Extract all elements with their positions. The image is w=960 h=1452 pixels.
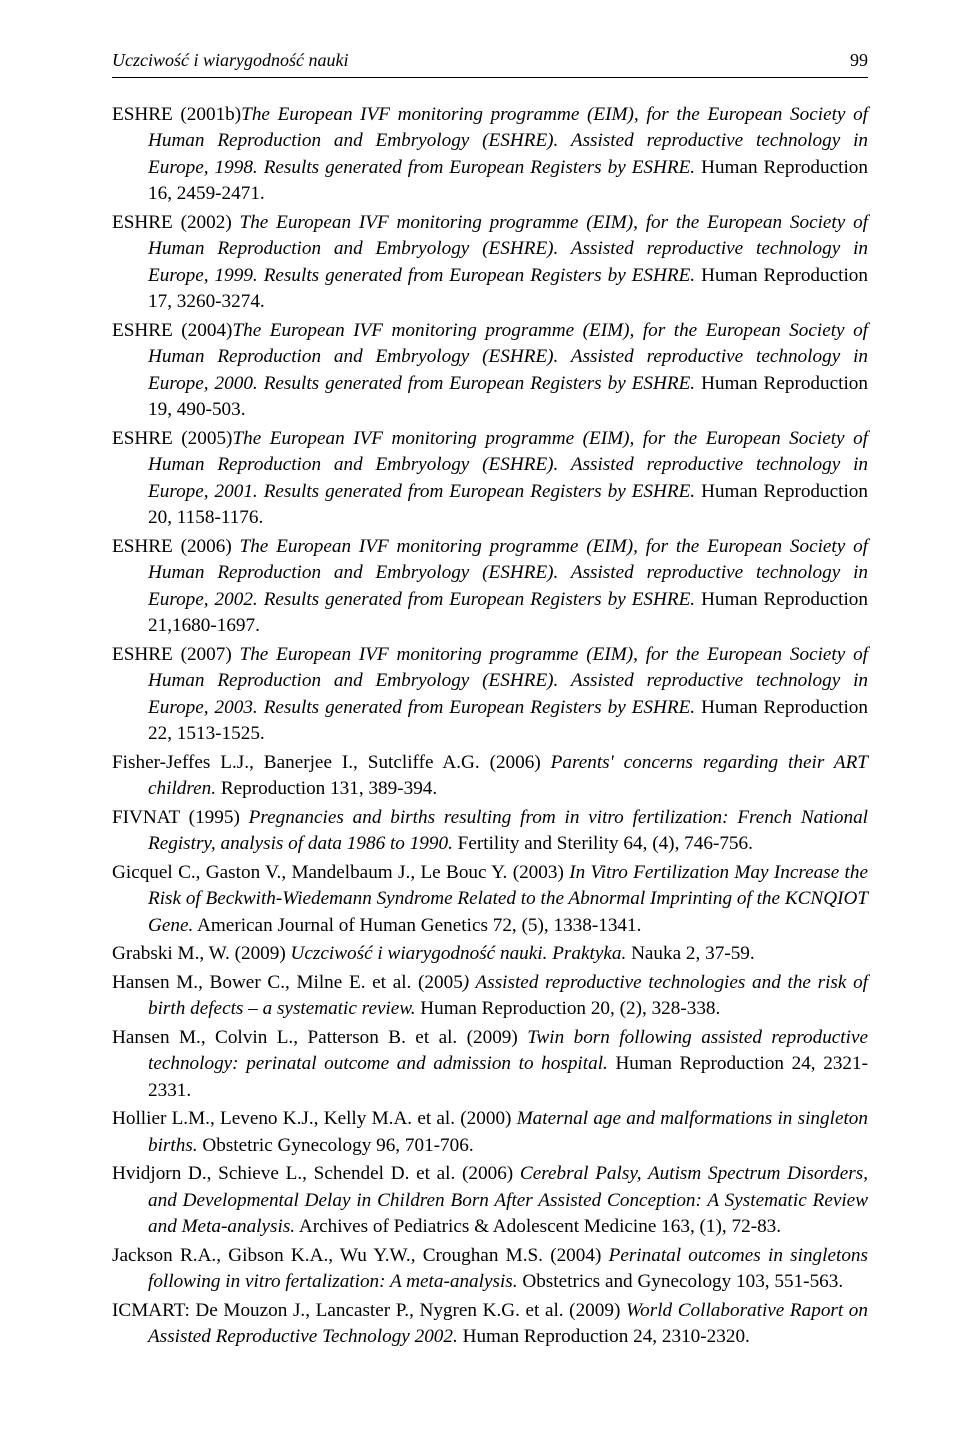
reference-entry: Gicquel C., Gaston V., Mandelbaum J., Le… [112,860,868,940]
reference-entry: ESHRE (2002) The European IVF monitoring… [112,210,868,316]
reference-entry: Hansen M., Bower C., Milne E. et al. (20… [112,970,868,1023]
reference-entry: FIVNAT (1995) Pregnancies and births res… [112,805,868,858]
running-head: Uczciwość i wiarygodność nauki 99 [112,48,868,78]
reference-entry: Hollier L.M., Leveno K.J., Kelly M.A. et… [112,1106,868,1159]
reference-entry: ICMART: De Mouzon J., Lancaster P., Nygr… [112,1298,868,1351]
references-list: ESHRE (2001b)The European IVF monitoring… [112,102,868,1351]
reference-entry: Grabski M., W. (2009) Uczciwość i wiaryg… [112,941,868,968]
reference-entry: Hansen M., Colvin L., Patterson B. et al… [112,1025,868,1105]
reference-entry: ESHRE (2001b)The European IVF monitoring… [112,102,868,208]
page-number: 99 [850,48,868,73]
page: Uczciwość i wiarygodność nauki 99 ESHRE … [0,0,960,1452]
reference-entry: ESHRE (2006) The European IVF monitoring… [112,534,868,640]
reference-entry: ESHRE (2004)The European IVF monitoring … [112,318,868,424]
reference-entry: Fisher-Jeffes L.J., Banerjee I., Sutclif… [112,750,868,803]
reference-entry: Hvidjorn D., Schieve L., Schendel D. et … [112,1161,868,1241]
reference-entry: Jackson R.A., Gibson K.A., Wu Y.W., Crou… [112,1243,868,1296]
reference-entry: ESHRE (2005)The European IVF monitoring … [112,426,868,532]
reference-entry: ESHRE (2007) The European IVF monitoring… [112,642,868,748]
running-title: Uczciwość i wiarygodność nauki [112,48,348,73]
